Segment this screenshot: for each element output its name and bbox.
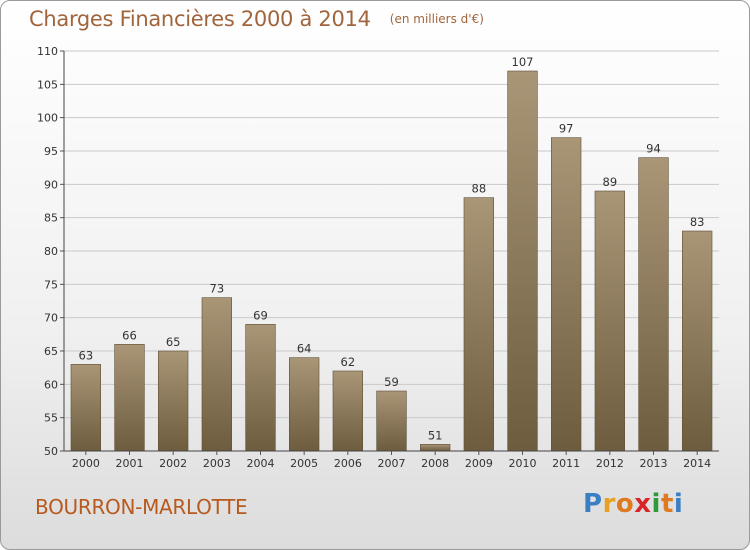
y-tick-label: 95 [44, 145, 58, 158]
x-tick-label: 2012 [596, 457, 624, 470]
logo-letter: i [651, 489, 661, 519]
axes: 50 55 60 65 70 75 80 85 90 95 100 105 110 63 2000 66 200… [37, 45, 719, 470]
x-tick-label: 2014 [683, 457, 711, 470]
data-label: 63 [79, 348, 94, 362]
bar [245, 324, 276, 452]
y-tick-label: 100 [37, 112, 58, 125]
x-tick-label: 2011 [552, 457, 580, 470]
data-label: 64 [297, 342, 312, 356]
x-tick-label: 2007 [378, 457, 406, 470]
y-tick-label: 55 [44, 412, 58, 425]
y-tick-label: 75 [44, 278, 58, 291]
y-tick-label: 60 [44, 378, 58, 391]
bar [551, 137, 582, 452]
chart-subtitle: (en milliers d'€) [389, 12, 484, 26]
data-label: 73 [210, 282, 225, 296]
bar [594, 190, 625, 452]
proxiti-logo[interactable]: Proxiti [583, 489, 683, 519]
bar [507, 70, 538, 452]
logo-letter: r [602, 489, 616, 519]
y-tick-label: 85 [44, 212, 58, 225]
title-row: Charges Financières 2000 à 2014 (en mill… [29, 7, 484, 31]
x-tick-label: 2001 [116, 457, 144, 470]
x-tick-label: 2002 [159, 457, 187, 470]
y-tick-label: 50 [44, 445, 58, 458]
x-tick-label: 2009 [465, 457, 493, 470]
x-tick-label: 2013 [640, 457, 668, 470]
bars [70, 70, 713, 452]
y-tick-label: 70 [44, 312, 58, 325]
bar [70, 364, 101, 452]
data-label: 88 [472, 182, 487, 196]
data-label: 107 [512, 55, 534, 69]
bar [682, 230, 713, 452]
y-tick-label: 90 [44, 178, 58, 191]
x-tick-label: 2000 [72, 457, 100, 470]
bar [289, 357, 320, 452]
bar [114, 344, 145, 452]
logo-letter: o [615, 489, 635, 519]
bar [201, 297, 232, 452]
bar [463, 197, 494, 452]
data-label: 97 [559, 122, 574, 136]
x-tick-label: 2006 [334, 457, 362, 470]
data-label: 66 [122, 328, 137, 342]
data-label: 65 [166, 335, 181, 349]
data-label: 69 [253, 308, 268, 322]
x-tick-label: 2005 [290, 457, 318, 470]
logo-letter: i [673, 489, 684, 519]
bar [376, 390, 407, 452]
bar [158, 350, 189, 452]
data-label: 89 [603, 175, 618, 189]
data-label: 83 [690, 215, 705, 229]
chart-title: Charges Financières 2000 à 2014 [29, 7, 371, 31]
logo-letter: P [583, 489, 603, 519]
logo-letter: t [660, 489, 674, 519]
data-label: 51 [428, 428, 443, 442]
y-tick-label: 105 [37, 78, 58, 91]
data-label: 94 [646, 142, 661, 156]
city-name: BOURRON-MARLOTTE [35, 495, 248, 519]
data-label: 59 [384, 375, 399, 389]
logo-letter: x [634, 489, 652, 519]
bar [332, 370, 363, 452]
y-tick-label: 80 [44, 245, 58, 258]
x-tick-label: 2003 [203, 457, 231, 470]
y-tick-label: 110 [37, 45, 58, 58]
bar [420, 444, 451, 452]
x-tick-label: 2008 [421, 457, 449, 470]
bar [638, 157, 669, 452]
x-tick-label: 2010 [509, 457, 537, 470]
data-label: 62 [341, 355, 356, 369]
x-tick-label: 2004 [247, 457, 275, 470]
y-tick-label: 65 [44, 345, 58, 358]
